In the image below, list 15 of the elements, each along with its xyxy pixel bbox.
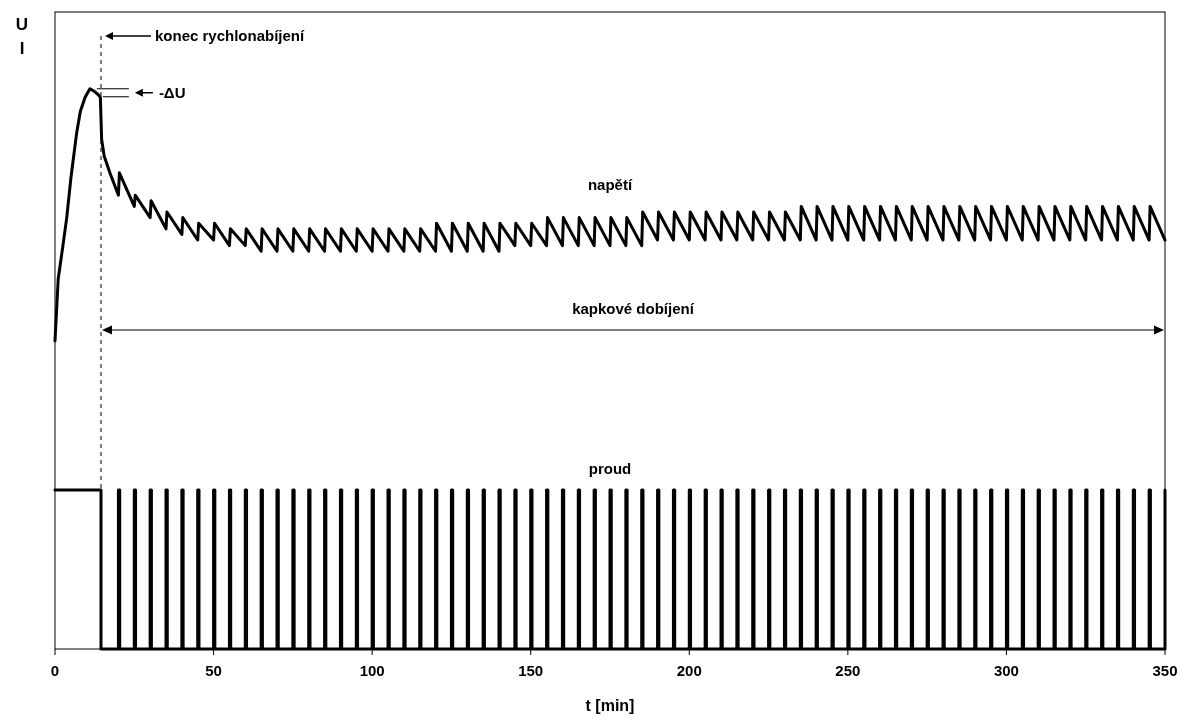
x-tick-label: 300 [993, 662, 1019, 679]
annotation: -ΔU [158, 83, 186, 101]
x-tick-label: 150 [518, 662, 544, 679]
y-axis-title: U I [15, 15, 29, 58]
series-label: proud [588, 459, 632, 477]
series-label: napětí [587, 176, 633, 194]
x-tick-label: 200 [676, 662, 702, 679]
x-tick-label: 250 [835, 662, 861, 679]
x-tick-label: 0 [50, 662, 60, 679]
ref-line-label: konec rychlonabíjení [154, 27, 306, 44]
x-tick-label: 50 [205, 662, 222, 679]
x-tick-label: 100 [359, 662, 385, 679]
x-axis-title: t [min] [585, 697, 635, 714]
annotation: kapkové dobíjení [572, 300, 695, 317]
x-tick-label: 350 [1152, 662, 1178, 679]
